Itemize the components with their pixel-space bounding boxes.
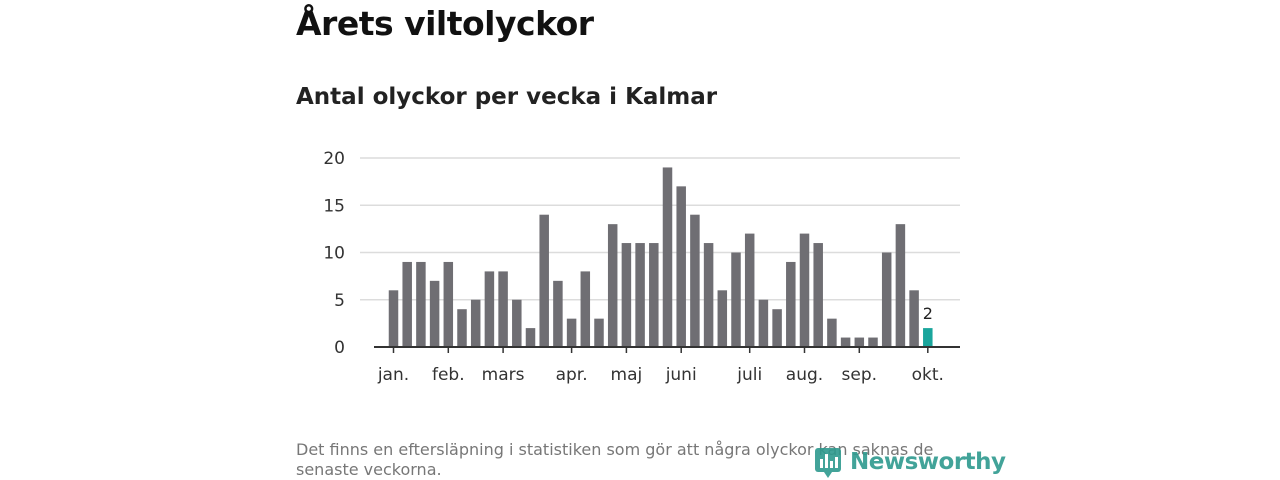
bar-week-39	[909, 290, 919, 347]
bar-week-19	[635, 243, 645, 347]
newsworthy-logo-icon	[815, 448, 841, 478]
bar-week-30	[786, 261, 796, 347]
bar-week-9	[498, 271, 508, 347]
bar-week-4	[429, 280, 440, 347]
bar-week-22	[676, 186, 686, 347]
bar-week-40-highlight	[923, 328, 933, 347]
x-tick-label-aug.: aug.	[786, 365, 823, 385]
bar-week-3	[416, 261, 426, 347]
bar-week-8	[484, 271, 495, 347]
bar-week-16	[594, 318, 604, 347]
logo-text: Newsworthy	[850, 449, 1006, 475]
bar-week-11	[525, 328, 536, 347]
y-tick-label-20: 20	[323, 149, 345, 169]
bar-week-7	[470, 299, 481, 347]
x-tick-label-jan.: jan.	[377, 365, 409, 385]
chart-subtitle: Antal olyckor per vecka i Kalmar	[296, 84, 718, 110]
bar-week-23	[690, 214, 700, 347]
bar-week-33	[827, 318, 837, 347]
bar-week-20	[649, 243, 659, 347]
data-label-highlight: 2	[923, 304, 933, 323]
bar-week-26	[731, 252, 741, 347]
bar-week-12	[539, 214, 549, 347]
x-tick-label-maj: maj	[611, 365, 643, 385]
bar-week-34	[840, 337, 851, 347]
x-tick-label-juli: juli	[736, 365, 762, 385]
newsworthy-logo: Newsworthy	[814, 445, 1006, 479]
x-tick-label-sep.: sep.	[842, 365, 878, 385]
bar-week-17	[607, 224, 618, 347]
bar-week-14	[566, 318, 577, 347]
bar-week-6	[457, 309, 467, 347]
y-tick-label-5: 5	[334, 291, 345, 311]
bar-week-15	[580, 271, 591, 347]
bar-week-32	[813, 243, 823, 347]
bar-week-13	[553, 280, 563, 347]
bar-week-29	[772, 309, 782, 347]
footnote: Det finns en eftersläpning i statistiken…	[296, 440, 934, 479]
bar-week-2	[402, 261, 412, 347]
x-tick-label-juni: juni	[665, 365, 697, 385]
bar-week-37	[881, 252, 892, 347]
bar-week-5	[443, 261, 454, 347]
bar-week-38	[895, 224, 906, 347]
bar-week-18	[621, 243, 632, 347]
bar-week-31	[799, 233, 810, 347]
bar-week-21	[662, 167, 673, 347]
bar-week-28	[758, 299, 769, 347]
x-tick-label-apr.: apr.	[556, 365, 588, 385]
bar-week-1	[388, 290, 399, 347]
y-tick-label-15: 15	[323, 196, 345, 216]
y-tick-label-0: 0	[334, 338, 345, 358]
y-tick-label-10: 10	[323, 244, 345, 264]
bar-week-35	[854, 337, 865, 347]
x-tick-label-feb.: feb.	[432, 365, 465, 385]
x-tick-label-mars: mars	[482, 365, 525, 385]
bar-week-36	[868, 337, 878, 347]
bar-week-24	[703, 243, 714, 347]
bar-week-25	[717, 290, 728, 347]
bar-week-27	[744, 233, 755, 347]
bar-week-10	[512, 299, 522, 347]
chart-title: Årets viltolyckor	[296, 4, 594, 43]
x-tick-label-okt.: okt.	[912, 365, 944, 385]
